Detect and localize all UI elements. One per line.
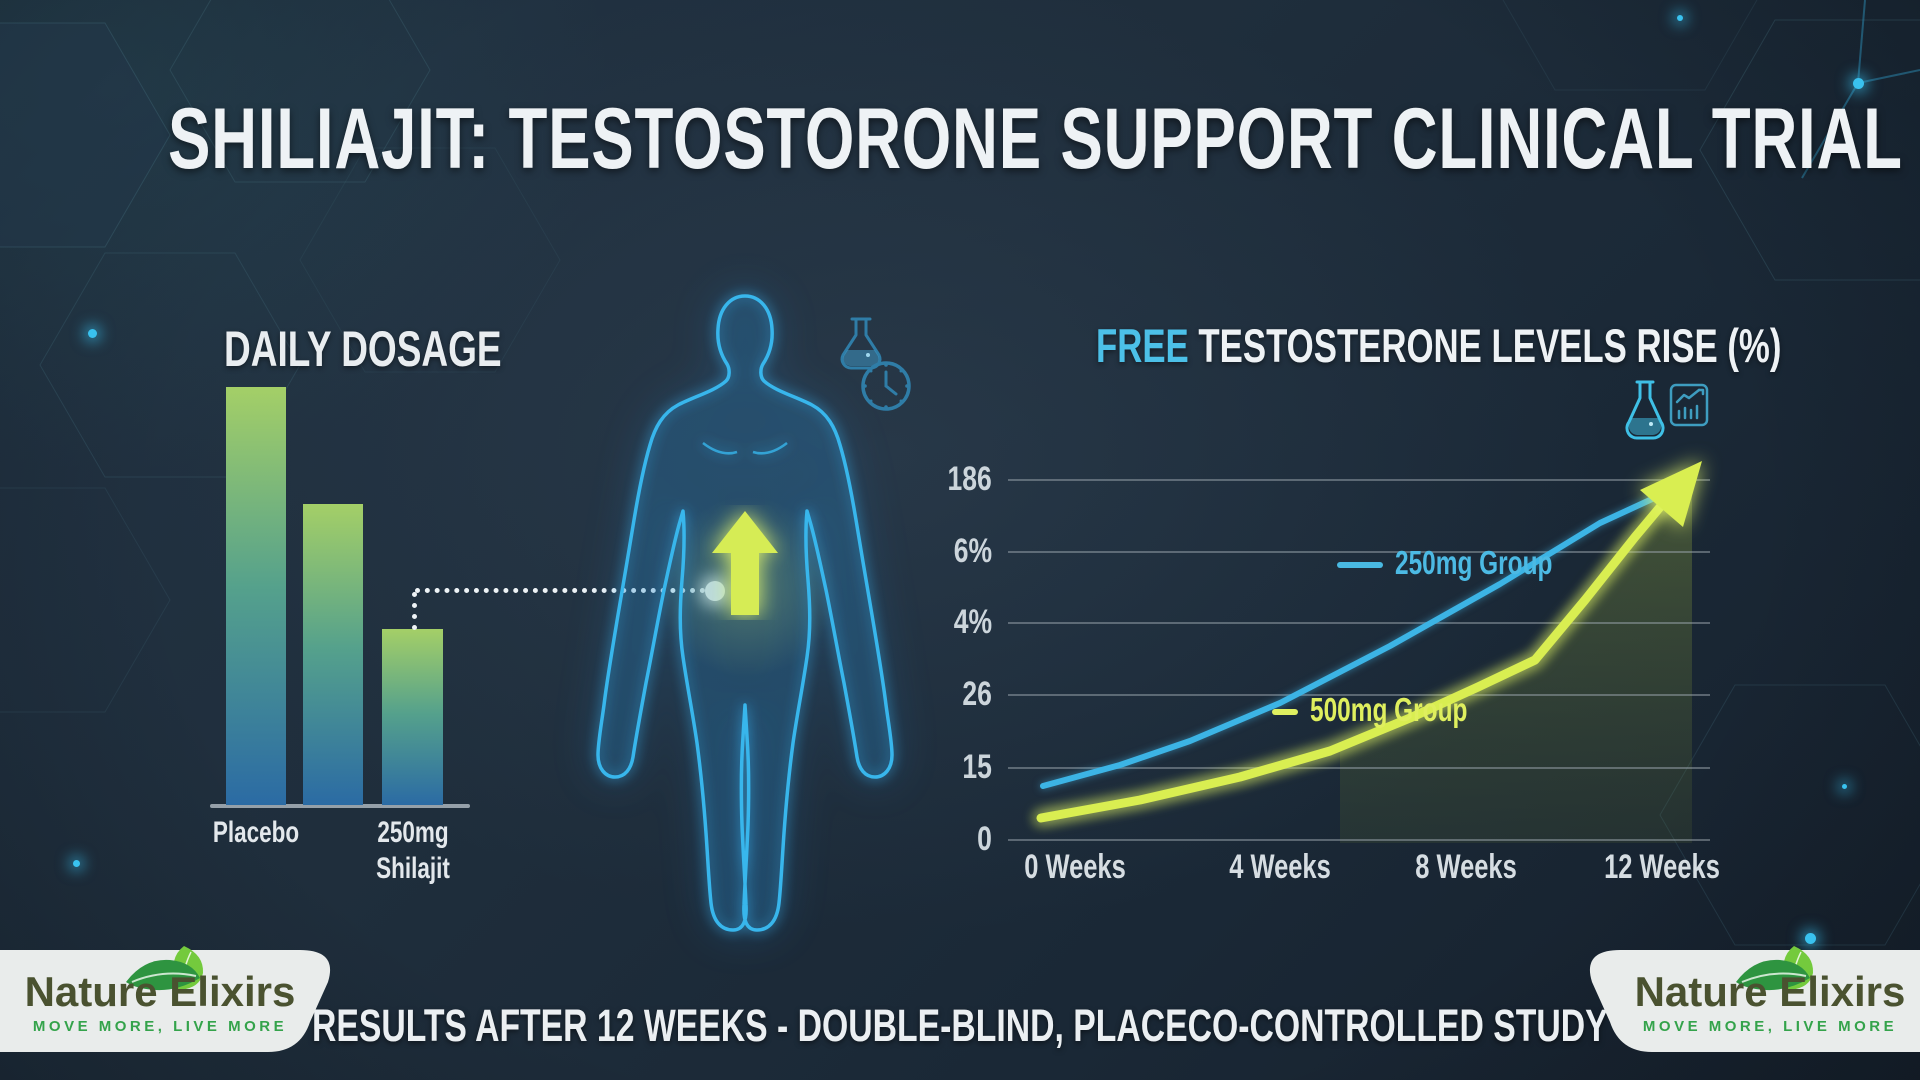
up-arrow-icon — [712, 511, 778, 615]
leaf-icon — [1736, 946, 1814, 991]
dosage-bar-label: Placebo — [212, 816, 300, 849]
dosage-bar-chart: Placebo 250mg Shilajit — [205, 380, 475, 885]
series-250mg-line — [1040, 491, 1666, 789]
y-axis-tick-label: 186 — [947, 460, 992, 498]
y-axis-tick-label: 4% — [953, 603, 992, 641]
bar-chart-icon — [1669, 383, 1709, 427]
x-axis-tick-label: 4 Weeks — [1229, 848, 1331, 886]
flask-icon — [1625, 380, 1665, 440]
glow-node-dot — [73, 860, 80, 867]
testosterone-chart-title: FREE TESTOSTERONE LEVELS RISE (%) — [1096, 318, 1920, 373]
dotted-connector-vertical — [412, 592, 417, 630]
x-axis-tick-label: 8 Weeks — [1415, 848, 1517, 886]
legend-line-swatch — [1272, 709, 1298, 716]
legend-250mg-group: 250mg Group — [1337, 545, 1608, 581]
area-fill-under-yellow-line — [1340, 478, 1692, 843]
x-axis-tick-label: 12 Weeks — [1604, 848, 1720, 886]
dosage-bar — [226, 387, 286, 805]
brand-tagline: MOVE MORE, LIVE MORE — [32, 1018, 288, 1035]
x-axis-tick-label: 0 Weeks — [1024, 848, 1126, 886]
series-500mg-line — [1036, 495, 1671, 823]
clock-icon — [861, 361, 911, 411]
page-title: SHILIAJIT: TESTOSTORONE SUPPORT CLINICAL… — [168, 91, 1903, 187]
brand-logo-right: Nature Elixirs MOVE MORE, LIVE MORE — [1625, 968, 1915, 1035]
y-axis-tick-label: 26 — [962, 675, 992, 713]
dotted-connector-horizontal — [415, 588, 715, 593]
brand-name: Nature Elixirs — [1634, 968, 1906, 1015]
leaf-icon — [126, 946, 204, 991]
connector-endpoint-glow-dot — [705, 581, 725, 601]
gridlines — [1008, 479, 1710, 841]
legend-500mg-group: 500mg Group — [1272, 692, 1523, 728]
y-axis-tick-label: 6% — [953, 532, 992, 570]
legend-label: 250mg Group — [1395, 544, 1553, 581]
legend-line-swatch — [1337, 562, 1383, 569]
glow-node-dot — [1842, 784, 1847, 789]
dosage-bar — [303, 504, 363, 805]
glow-node-dot — [1805, 933, 1816, 944]
study-caption: RESULTS AFTER 12 WEEKS - DOUBLE-BLIND, P… — [312, 1000, 1608, 1051]
glow-node-dot — [88, 329, 97, 338]
dosage-bar-label: 250mg Shilajit — [375, 816, 450, 885]
title-accent: FREE — [1096, 319, 1189, 372]
rising-arrowhead — [1640, 461, 1702, 527]
brand-name: Nature Elixirs — [24, 968, 296, 1015]
y-axis-tick-label: 0 — [977, 820, 992, 858]
brand-tagline: MOVE MORE, LIVE MORE — [1642, 1018, 1898, 1035]
y-axis-tick-label: 15 — [962, 748, 992, 786]
brand-logo-left: Nature Elixirs MOVE MORE, LIVE MORE — [15, 968, 305, 1035]
title-rest: TESTOSTERONE LEVELS RISE (%) — [1188, 319, 1782, 372]
dosage-bar — [382, 629, 443, 805]
legend-label: 500mg Group — [1310, 691, 1468, 728]
glow-node-dot — [1853, 78, 1864, 89]
dosage-baseline-axis — [210, 804, 470, 808]
flask-icon — [840, 317, 882, 370]
dosage-chart-title: DAILY DOSAGE — [224, 321, 502, 377]
glow-node-dot — [1677, 15, 1683, 21]
y-axis-labels: 186 6% 4% 26 15 0 — [860, 0, 992, 1080]
